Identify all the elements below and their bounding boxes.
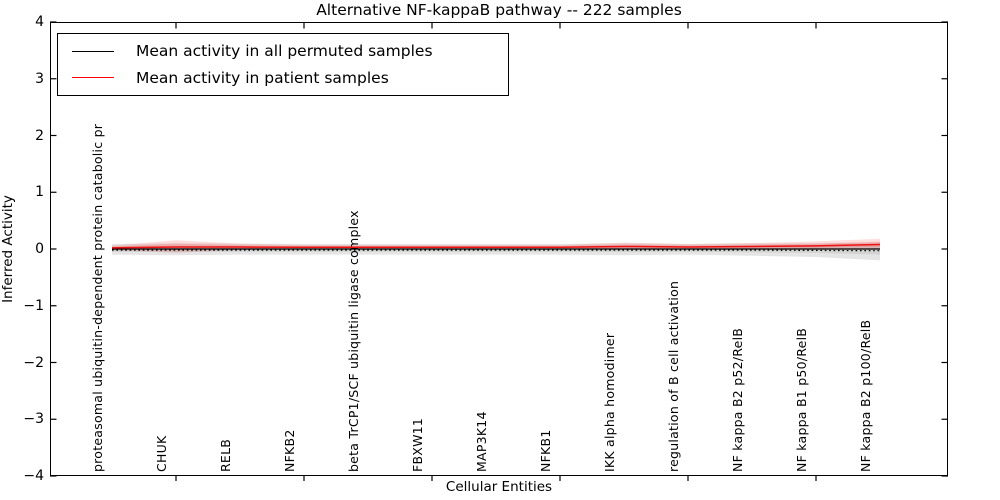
- y-tick-label: 1: [35, 184, 44, 201]
- y-tick-label: 2: [35, 127, 44, 144]
- legend-item-permuted: Mean activity in all permuted samples: [58, 42, 508, 60]
- x-axis-label: Cellular Entities: [445, 479, 553, 495]
- legend: Mean activity in all permuted samples Me…: [57, 33, 509, 96]
- legend-label-patient: Mean activity in patient samples: [136, 68, 389, 87]
- y-tick-label: 0: [35, 241, 44, 257]
- legend-item-patient: Mean activity in patient samples: [58, 69, 508, 87]
- legend-line-sample-red: [72, 77, 114, 79]
- legend-label-permuted: Mean activity in all permuted samples: [136, 42, 433, 61]
- y-tick-label: 3: [35, 70, 44, 87]
- y-tick-label: −3: [23, 411, 44, 428]
- y-tick-label: −1: [23, 297, 44, 314]
- y-tick-label: −4: [23, 468, 44, 484]
- y-tick-label: −2: [23, 354, 44, 371]
- chart-title: Alternative NF-kappaB pathway -- 222 sam…: [316, 1, 682, 19]
- y-tick-label: 4: [35, 14, 44, 30]
- legend-line-sample-black: [72, 50, 114, 52]
